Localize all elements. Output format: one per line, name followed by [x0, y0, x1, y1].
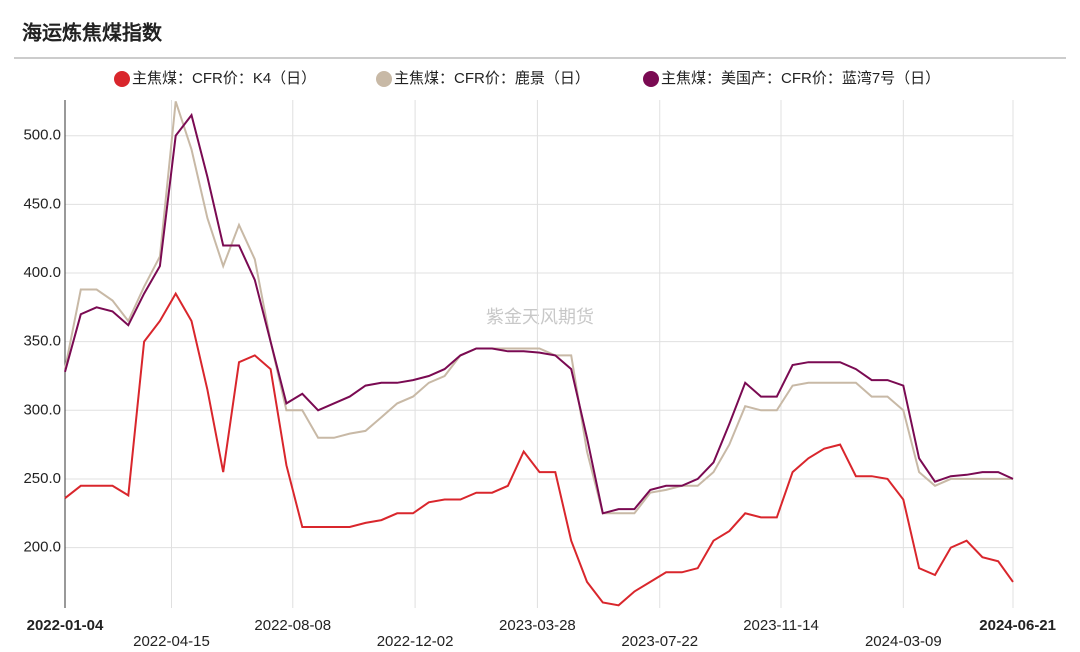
series-line [64, 101, 1013, 515]
y-tick-label: 500.0 [23, 127, 61, 144]
series-line [64, 291, 1014, 607]
legend-label: 主焦煤：CFR价：鹿景（日） [394, 70, 590, 87]
series-line [64, 112, 1014, 515]
x-tick-label: 2022-12-02 [377, 633, 454, 650]
y-tick-label: 200.0 [23, 539, 61, 556]
y-tick-label: 350.0 [23, 333, 61, 350]
legend-label: 主焦煤：美国产：CFR价：蓝湾7号（日） [661, 70, 940, 87]
x-tick-label: 2023-11-14 [743, 617, 819, 634]
legend-label: 主焦煤：CFR价：K4（日） [132, 70, 316, 87]
x-tick-label: 2024-03-09 [865, 633, 942, 650]
y-tick-label: 300.0 [23, 401, 61, 418]
x-tick-label: 2023-03-28 [499, 617, 576, 634]
y-tick-label: 400.0 [23, 264, 61, 281]
watermark: 紫金天风期货 [486, 307, 594, 327]
y-tick-label: 450.0 [23, 195, 61, 212]
legend-marker [114, 71, 130, 87]
x-tick-label: 2023-07-22 [621, 633, 698, 650]
y-tick-label: 250.0 [23, 470, 61, 487]
x-tick-label: 2022-08-08 [254, 617, 331, 634]
x-tick-label: 2022-01-04 [27, 617, 104, 634]
x-tick-label: 2024-06-21 [979, 617, 1056, 634]
chart-title: 海运炼焦煤指数 [22, 20, 163, 44]
legend-marker [376, 71, 392, 87]
x-tick-label: 2022-04-15 [133, 633, 210, 650]
legend-marker [643, 71, 659, 87]
